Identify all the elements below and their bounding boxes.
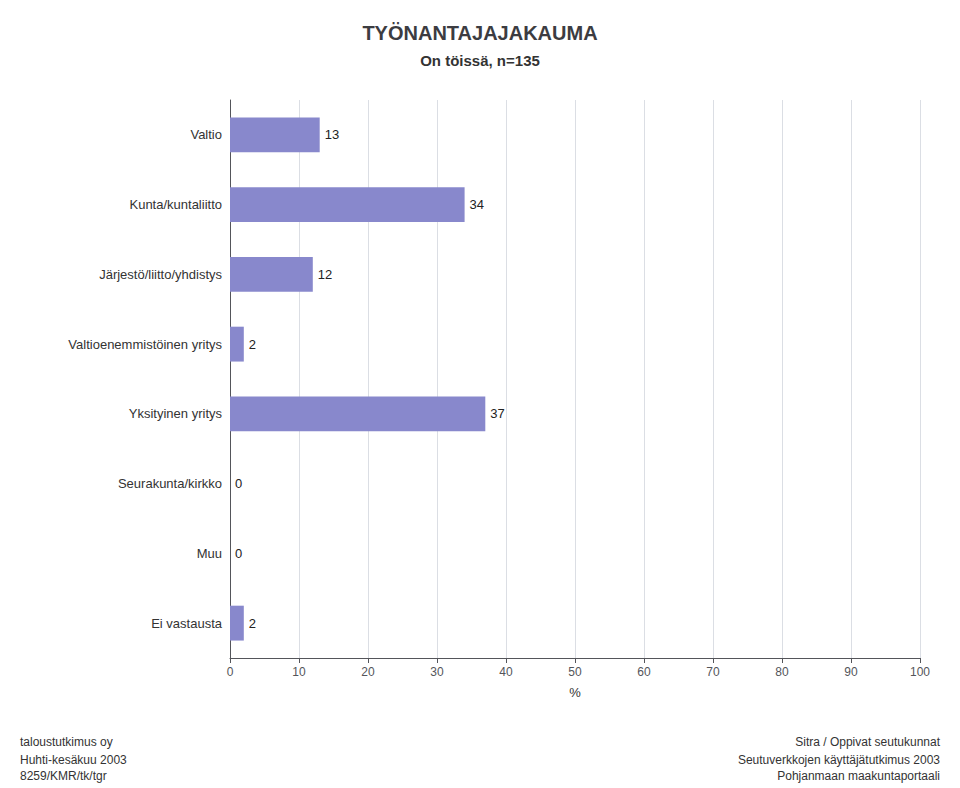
svg-text:Huhti-kesäkuu 2003: Huhti-kesäkuu 2003 bbox=[20, 753, 127, 767]
svg-text:2: 2 bbox=[249, 337, 256, 352]
svg-text:Sitra / Oppivat seutukunnat: Sitra / Oppivat seutukunnat bbox=[795, 735, 940, 749]
svg-text:taloustutkimus oy: taloustutkimus oy bbox=[20, 735, 113, 749]
svg-text:0: 0 bbox=[235, 476, 242, 491]
svg-text:37: 37 bbox=[490, 406, 504, 421]
svg-text:10: 10 bbox=[292, 665, 306, 679]
svg-text:34: 34 bbox=[470, 197, 484, 212]
svg-text:0: 0 bbox=[235, 546, 242, 561]
svg-text:Pohjanmaan maakuntaportaali: Pohjanmaan maakuntaportaali bbox=[777, 769, 940, 783]
svg-text:Järjestö/liitto/yhdistys: Järjestö/liitto/yhdistys bbox=[99, 267, 222, 282]
svg-text:Valtio: Valtio bbox=[190, 127, 222, 142]
svg-text:Kunta/kuntaliitto: Kunta/kuntaliitto bbox=[129, 197, 222, 212]
svg-text:60: 60 bbox=[637, 665, 651, 679]
svg-text:TYÖNANTAJAJAKAUMA: TYÖNANTAJAJAKAUMA bbox=[362, 22, 597, 44]
svg-text:100: 100 bbox=[910, 665, 930, 679]
svg-text:90: 90 bbox=[844, 665, 858, 679]
svg-text:30: 30 bbox=[430, 665, 444, 679]
svg-text:80: 80 bbox=[775, 665, 789, 679]
svg-text:20: 20 bbox=[361, 665, 375, 679]
svg-text:Yksityinen yritys: Yksityinen yritys bbox=[129, 406, 223, 421]
svg-text:%: % bbox=[569, 685, 581, 700]
svg-text:0: 0 bbox=[227, 665, 234, 679]
svg-text:70: 70 bbox=[706, 665, 720, 679]
svg-text:50: 50 bbox=[568, 665, 582, 679]
svg-text:12: 12 bbox=[318, 267, 332, 282]
svg-text:8259/KMR/tk/tgr: 8259/KMR/tk/tgr bbox=[20, 769, 107, 783]
svg-text:13: 13 bbox=[325, 127, 339, 142]
svg-text:Muu: Muu bbox=[197, 546, 222, 561]
svg-text:On töissä, n=135: On töissä, n=135 bbox=[420, 52, 540, 69]
svg-text:Valtioenemmistöinen yritys: Valtioenemmistöinen yritys bbox=[68, 337, 222, 352]
svg-text:2: 2 bbox=[249, 616, 256, 631]
svg-text:Seutuverkkojen käyttäjätutkimu: Seutuverkkojen käyttäjätutkimus 2003 bbox=[738, 753, 940, 767]
svg-text:40: 40 bbox=[499, 665, 513, 679]
svg-text:Seurakunta/kirkko: Seurakunta/kirkko bbox=[118, 476, 222, 491]
svg-text:Ei vastausta: Ei vastausta bbox=[151, 616, 223, 631]
